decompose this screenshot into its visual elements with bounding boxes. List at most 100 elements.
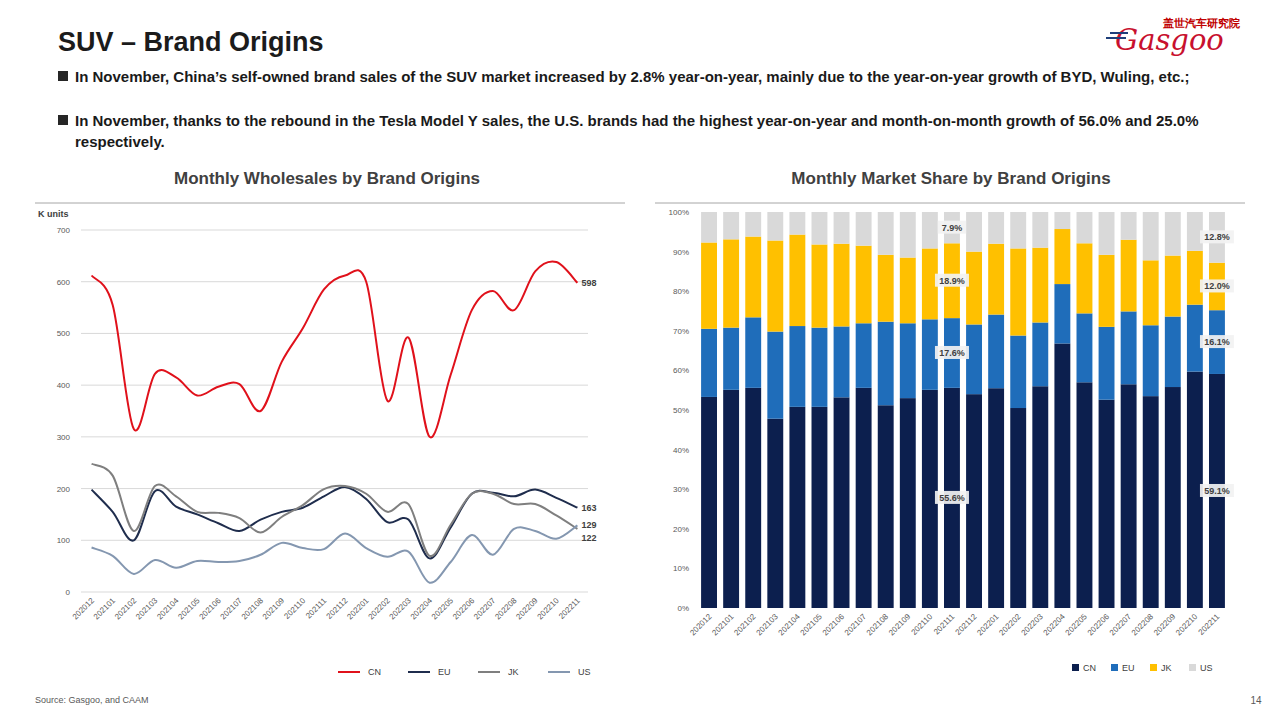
bar-segment bbox=[723, 239, 739, 327]
bar-segment bbox=[856, 212, 872, 246]
bar-segment bbox=[988, 244, 1004, 315]
x-tick-label: 202111 bbox=[932, 612, 957, 637]
x-tick-label: 202109 bbox=[887, 612, 913, 638]
legend-swatch bbox=[1072, 664, 1079, 671]
page-title: SUV – Brand Origins bbox=[58, 27, 324, 57]
grid-line bbox=[81, 333, 588, 334]
x-tick-label: 202205 bbox=[1064, 612, 1090, 638]
x-tick-label: 202203 bbox=[1019, 612, 1045, 638]
bar-segment bbox=[1187, 251, 1203, 305]
x-tick-label: 202111 bbox=[304, 596, 329, 621]
y-tick-label: 20% bbox=[673, 525, 689, 534]
series-line bbox=[92, 487, 578, 558]
x-tick-label: 202201 bbox=[345, 596, 371, 622]
x-tick-label: 202107 bbox=[843, 612, 869, 638]
bar-segment bbox=[1099, 327, 1115, 400]
x-tick-label: 202208 bbox=[1130, 612, 1156, 638]
grid-line bbox=[81, 488, 588, 489]
x-tick-label: 202209 bbox=[514, 596, 540, 622]
bar-segment bbox=[988, 388, 1004, 608]
x-tick-label: 202203 bbox=[388, 596, 414, 622]
tick-mark bbox=[695, 568, 698, 569]
bar-segment bbox=[1121, 240, 1137, 312]
series-line bbox=[92, 262, 578, 438]
x-tick-label: 202104 bbox=[777, 612, 803, 638]
data-label: 12.0% bbox=[1204, 281, 1230, 291]
x-tick-label: 202110 bbox=[282, 596, 307, 621]
data-label: 598 bbox=[581, 278, 596, 288]
y-tick-label: 0 bbox=[66, 588, 71, 597]
plot-area bbox=[701, 212, 1225, 608]
bar-segment bbox=[1010, 336, 1026, 408]
bar-segment bbox=[767, 241, 783, 332]
chart-title: Monthly Market Share by Brand Origins bbox=[791, 169, 1110, 188]
bar-segment bbox=[988, 315, 1004, 389]
data-label: 12.8% bbox=[1204, 232, 1230, 242]
data-label-box bbox=[935, 346, 969, 359]
x-tick-label: 202102 bbox=[113, 596, 139, 622]
y-tick-label: 600 bbox=[57, 278, 71, 287]
x-tick-label: 202204 bbox=[409, 596, 435, 622]
bar-segment bbox=[701, 212, 717, 242]
x-tick-label: 202208 bbox=[493, 596, 519, 622]
tick-mark bbox=[695, 608, 698, 609]
x-tick-label: 202202 bbox=[366, 596, 392, 622]
x-tick-label: 202102 bbox=[732, 612, 758, 638]
title-rule bbox=[35, 203, 625, 204]
x-tick-label: 202206 bbox=[451, 596, 477, 622]
tick-mark bbox=[695, 449, 698, 450]
bar-segment bbox=[1121, 212, 1137, 240]
x-tick-label: 202205 bbox=[430, 596, 456, 622]
grid-line bbox=[81, 385, 588, 386]
bar-segment bbox=[1099, 255, 1115, 327]
bar-segment bbox=[856, 388, 872, 608]
x-tick-label: 202209 bbox=[1152, 612, 1178, 638]
bar-segment bbox=[834, 397, 850, 608]
x-tick-label: 202107 bbox=[219, 596, 245, 622]
bar-segment bbox=[1165, 256, 1181, 317]
y-tick-label: 30% bbox=[673, 485, 689, 494]
y-tick-label: 80% bbox=[673, 287, 689, 296]
x-tick-label: 202105 bbox=[799, 612, 825, 638]
legend-label: US bbox=[578, 667, 591, 677]
data-label: 122 bbox=[581, 533, 596, 543]
x-tick-label: 202108 bbox=[240, 596, 266, 622]
chart-title: Monthly Wholesales by Brand Origins bbox=[174, 169, 480, 188]
legend-label: EU bbox=[438, 667, 451, 677]
legend-label: US bbox=[1200, 663, 1213, 673]
tick-mark bbox=[695, 212, 698, 213]
bar-segment bbox=[789, 326, 805, 407]
data-label: 129 bbox=[581, 520, 596, 530]
legend-label: CN bbox=[1083, 663, 1096, 673]
bar-segment bbox=[701, 329, 717, 397]
bar-segment bbox=[1077, 313, 1093, 382]
y-tick-label: 10% bbox=[673, 564, 689, 573]
y-tick-label: 70% bbox=[673, 327, 689, 336]
x-tick-label: 202202 bbox=[997, 612, 1023, 638]
data-label: 16.1% bbox=[1204, 337, 1230, 347]
bar-segment bbox=[856, 323, 872, 388]
x-tick-label: 202207 bbox=[1108, 612, 1134, 638]
data-label: 59.1% bbox=[1204, 486, 1230, 496]
bullet-marker bbox=[58, 115, 68, 125]
grid-line bbox=[81, 436, 588, 437]
tick-mark bbox=[695, 291, 698, 292]
bar-segment bbox=[878, 405, 894, 608]
stage: SUV – Brand Origins盖世汽车研究院GasgooSource: … bbox=[0, 0, 1280, 720]
x-tick-label: 202110 bbox=[909, 612, 934, 637]
y-tick-label: 100 bbox=[57, 536, 71, 545]
x-tick-label: 202210 bbox=[535, 596, 561, 622]
y-tick-label: 90% bbox=[673, 248, 689, 257]
data-label: 17.6% bbox=[939, 348, 965, 358]
y-tick-label: 60% bbox=[673, 366, 689, 375]
data-label-box bbox=[938, 221, 966, 234]
legend-swatch bbox=[478, 671, 500, 673]
logo-stripe bbox=[1106, 37, 1126, 39]
y-tick-label: 50% bbox=[673, 406, 689, 415]
bar-segment bbox=[1099, 212, 1115, 255]
bar-segment bbox=[745, 317, 761, 387]
bar-segment bbox=[856, 246, 872, 324]
data-label-box bbox=[935, 274, 969, 287]
page: SUV – Brand Origins盖世汽车研究院GasgooSource: … bbox=[0, 0, 1280, 720]
legend-label: EU bbox=[1122, 663, 1135, 673]
